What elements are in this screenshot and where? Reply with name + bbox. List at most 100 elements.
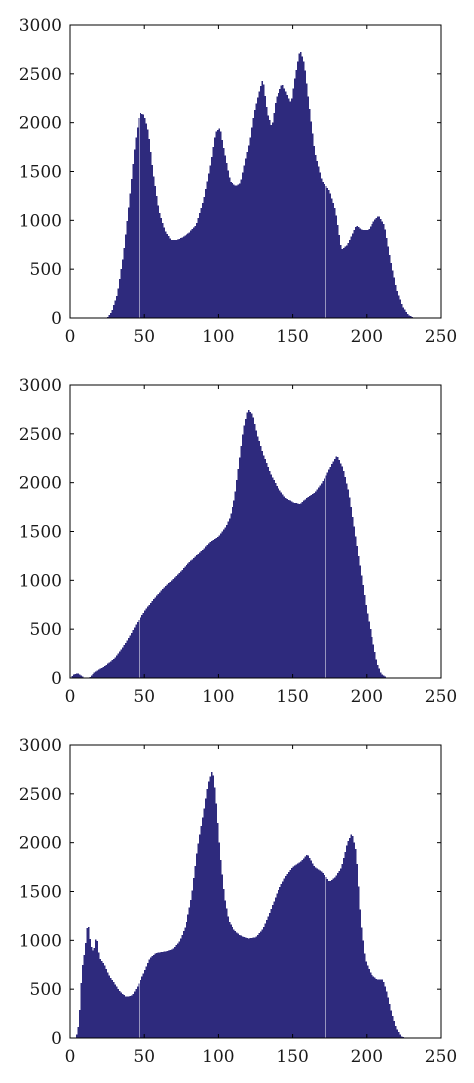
- histogram-bar: [194, 556, 197, 678]
- histogram-bar: [326, 472, 329, 678]
- histogram-bar: [240, 446, 243, 678]
- histogram-bar: [338, 234, 341, 318]
- histogram-bar: [406, 313, 409, 318]
- histogram-bar: [133, 149, 136, 318]
- histogram-bar: [147, 963, 149, 1038]
- histogram-bar: [307, 496, 309, 678]
- histogram-bar: [231, 507, 234, 678]
- y-tick-label: 0: [51, 309, 62, 329]
- histogram-bar: [184, 566, 186, 678]
- histogram-bar: [218, 535, 220, 678]
- histogram-bar: [317, 869, 320, 1038]
- histogram-bar: [108, 975, 111, 1038]
- histogram-bar: [310, 494, 312, 679]
- histogram-bar: [74, 674, 76, 678]
- histogram-bar: [145, 966, 148, 1038]
- histogram-bar: [153, 176, 155, 318]
- histogram-bar: [325, 876, 327, 1038]
- histogram-bar: [243, 165, 246, 318]
- histogram-bar: [216, 129, 219, 318]
- histogram-bar: [75, 673, 78, 678]
- histogram-bar: [317, 166, 320, 318]
- histogram-bar: [90, 946, 93, 1038]
- x-tick-label: 200: [351, 327, 383, 347]
- histogram-bar: [173, 947, 176, 1038]
- histogram-bar: [121, 647, 124, 678]
- histogram-bar: [151, 164, 154, 318]
- histogram-bar: [136, 622, 139, 678]
- histogram-bar: [328, 880, 330, 1038]
- histogram-bar: [188, 562, 191, 678]
- histogram-bar: [242, 434, 244, 678]
- histogram-bar: [371, 975, 373, 1038]
- histogram-bar: [409, 316, 412, 318]
- histogram-bar: [294, 502, 296, 678]
- histogram-bar: [380, 219, 382, 318]
- histogram-bar: [350, 236, 352, 318]
- histogram-bar: [381, 979, 384, 1038]
- histogram-bar: [83, 954, 85, 1038]
- y-tick-label: 3000: [19, 16, 62, 36]
- histogram-bar: [228, 922, 231, 1038]
- histogram-bar: [307, 96, 309, 319]
- histogram-bar: [169, 581, 171, 678]
- histogram-bar: [399, 1034, 401, 1038]
- histogram-bar: [230, 181, 232, 318]
- histogram-bar: [292, 88, 295, 318]
- histogram-bar: [95, 939, 97, 1038]
- histogram-bar: [372, 221, 375, 318]
- histogram-bar: [159, 592, 161, 678]
- x-tick-label: 250: [425, 687, 457, 707]
- histogram-bar: [297, 863, 299, 1038]
- histogram-bar: [157, 205, 160, 318]
- histogram-bar: [335, 456, 338, 678]
- y-tick-label: 0: [51, 1029, 62, 1049]
- histogram-bar: [113, 659, 115, 678]
- histogram-bar: [374, 219, 376, 318]
- histogram-bar: [389, 255, 391, 318]
- histogram-bar: [254, 424, 256, 678]
- histogram-bar: [243, 936, 246, 1038]
- histogram-bar: [262, 455, 265, 678]
- histogram-bar: [200, 551, 203, 678]
- histogram-bar: [111, 309, 114, 318]
- histogram-bar: [408, 315, 410, 318]
- histogram-bar: [150, 602, 152, 678]
- histogram-bar: [298, 503, 301, 678]
- histogram-bar: [221, 874, 223, 1038]
- histogram-bar: [86, 928, 88, 1039]
- histogram-bar: [176, 574, 179, 678]
- histogram-bar: [252, 937, 255, 1038]
- histogram-bar: [123, 645, 125, 678]
- histogram-bar: [264, 923, 266, 1038]
- histogram-bar: [236, 185, 238, 318]
- x-tick-label: 100: [202, 1047, 234, 1067]
- histogram-bar: [240, 179, 243, 318]
- y-tick-label: 1000: [19, 571, 62, 591]
- histogram-bar: [110, 661, 112, 678]
- histogram-bar: [274, 897, 277, 1038]
- histogram-bar: [107, 972, 109, 1038]
- histogram-bar: [170, 580, 173, 678]
- histogram-bar: [178, 941, 180, 1038]
- histogram-bar: [374, 977, 376, 1038]
- histogram-bar: [347, 841, 349, 1038]
- histogram-bar: [71, 675, 73, 678]
- histogram-bar: [133, 627, 136, 678]
- histogram-bar: [294, 78, 296, 318]
- y-tick-label: 3000: [19, 376, 62, 396]
- histogram-bar: [311, 133, 314, 318]
- histogram-bar: [396, 290, 398, 318]
- histogram-bar: [187, 563, 189, 678]
- histogram-bar: [84, 942, 87, 1038]
- histogram-bar: [231, 183, 234, 318]
- histogram-bar: [166, 233, 168, 318]
- histogram-bar: [243, 425, 246, 678]
- histogram-bar: [123, 247, 125, 318]
- histogram-bar: [311, 863, 314, 1038]
- histogram-bar: [259, 931, 262, 1038]
- histogram-bar: [130, 178, 133, 318]
- histogram-bar: [78, 674, 81, 678]
- x-tick-label: 150: [276, 687, 308, 707]
